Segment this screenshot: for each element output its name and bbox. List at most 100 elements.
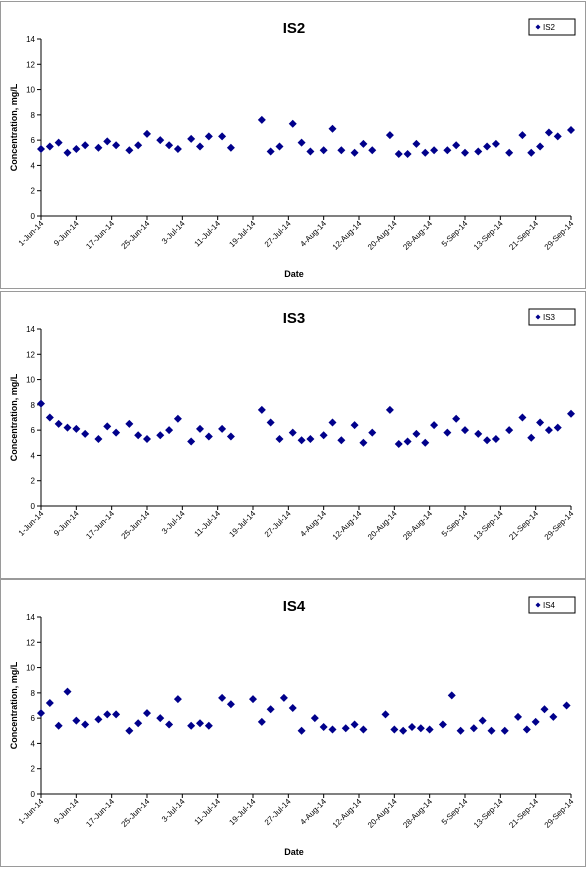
data-point bbox=[514, 712, 522, 721]
x-tick-label: 29-Sep-14 bbox=[543, 797, 576, 830]
data-point bbox=[310, 714, 319, 723]
data-point bbox=[421, 438, 430, 447]
legend-label: IS2 bbox=[543, 23, 556, 32]
x-tick-label: 5-Sep-14 bbox=[440, 509, 470, 539]
x-tick-label: 12-Aug-14 bbox=[331, 509, 364, 542]
data-point bbox=[359, 725, 368, 734]
data-point bbox=[416, 724, 425, 733]
data-point bbox=[226, 700, 235, 709]
y-tick-label: 12 bbox=[26, 60, 35, 69]
y-tick-label: 10 bbox=[26, 86, 35, 95]
data-point bbox=[567, 409, 575, 418]
data-point bbox=[390, 725, 399, 734]
data-point bbox=[319, 431, 328, 440]
y-tick-label: 12 bbox=[26, 638, 35, 647]
x-axis-label: Date bbox=[284, 269, 304, 279]
data-point bbox=[266, 418, 275, 427]
data-point bbox=[94, 715, 103, 724]
data-point bbox=[81, 141, 90, 150]
y-tick-label: 12 bbox=[26, 350, 35, 359]
data-point bbox=[37, 399, 45, 408]
data-point bbox=[531, 717, 540, 726]
data-point bbox=[249, 695, 257, 704]
data-point bbox=[536, 418, 545, 427]
data-point bbox=[103, 710, 112, 719]
data-point bbox=[319, 146, 328, 155]
legend-box bbox=[528, 18, 576, 36]
data-point bbox=[103, 137, 112, 146]
data-point bbox=[518, 131, 527, 140]
x-tick-label: 3-Jul-14 bbox=[160, 509, 187, 536]
y-tick-label: 4 bbox=[31, 739, 36, 748]
x-tick-label: 12-Aug-14 bbox=[331, 219, 364, 252]
data-point bbox=[452, 141, 461, 150]
data-point bbox=[112, 428, 121, 437]
data-point bbox=[226, 143, 235, 152]
legend-label: IS3 bbox=[543, 313, 556, 322]
legend-box bbox=[528, 596, 576, 614]
data-point bbox=[173, 695, 182, 704]
data-point bbox=[204, 432, 213, 441]
data-point bbox=[527, 433, 536, 442]
x-tick-label: 28-Aug-14 bbox=[401, 509, 434, 542]
legend-box bbox=[528, 308, 576, 326]
y-axis-label: Concentration, mg/L bbox=[9, 83, 19, 171]
data-point bbox=[412, 429, 421, 438]
data-point bbox=[218, 693, 227, 702]
data-point bbox=[196, 142, 204, 151]
x-tick-label: 20-Aug-14 bbox=[366, 219, 399, 252]
data-point bbox=[187, 437, 196, 446]
x-tick-label: 4-Aug-14 bbox=[298, 509, 328, 539]
data-point bbox=[337, 436, 346, 445]
data-point bbox=[63, 148, 72, 157]
data-point bbox=[275, 434, 284, 443]
y-tick-label: 14 bbox=[26, 613, 35, 622]
data-point bbox=[483, 436, 492, 445]
x-tick-label: 9-Jun-14 bbox=[52, 509, 81, 538]
data-point bbox=[81, 720, 90, 729]
data-point bbox=[297, 138, 306, 147]
data-point bbox=[412, 139, 421, 148]
data-point bbox=[275, 142, 284, 151]
x-tick-label: 25-Jun-14 bbox=[120, 509, 152, 541]
data-point bbox=[306, 434, 315, 443]
y-tick-label: 6 bbox=[31, 714, 36, 723]
y-tick-label: 2 bbox=[31, 765, 36, 774]
data-point bbox=[350, 421, 359, 430]
x-tick-label: 11-Jul-14 bbox=[193, 797, 223, 827]
data-point bbox=[288, 704, 297, 713]
data-point bbox=[266, 705, 275, 714]
data-point bbox=[156, 136, 165, 145]
data-point bbox=[536, 142, 545, 151]
x-axis-label: Date bbox=[284, 847, 304, 857]
data-point bbox=[297, 436, 306, 445]
y-tick-label: 6 bbox=[31, 136, 36, 145]
y-tick-label: 14 bbox=[26, 325, 35, 334]
data-point bbox=[45, 142, 54, 151]
x-tick-label: 28-Aug-14 bbox=[401, 797, 434, 830]
data-point bbox=[328, 124, 337, 133]
data-point bbox=[438, 720, 447, 729]
x-tick-label: 1-Jun-14 bbox=[17, 219, 46, 248]
data-point bbox=[505, 426, 514, 435]
y-tick-label: 0 bbox=[31, 212, 36, 221]
data-point bbox=[134, 141, 143, 150]
x-tick-label: 25-Jun-14 bbox=[120, 219, 152, 251]
data-point bbox=[143, 129, 151, 138]
data-point bbox=[54, 419, 63, 428]
data-point bbox=[156, 431, 165, 440]
data-point bbox=[341, 724, 350, 733]
data-point bbox=[218, 132, 227, 141]
y-axis-label: Concentration, mg/L bbox=[9, 373, 19, 461]
data-point bbox=[368, 428, 377, 437]
x-tick-label: 21-Sep-14 bbox=[507, 219, 540, 252]
data-point bbox=[408, 722, 416, 731]
x-tick-label: 17-Jun-14 bbox=[84, 797, 116, 829]
data-point bbox=[134, 431, 143, 440]
data-point bbox=[72, 144, 81, 153]
y-axis-label: Concentration, mg/L bbox=[9, 661, 19, 749]
x-tick-label: 11-Jul-14 bbox=[193, 509, 223, 539]
x-tick-label: 9-Jun-14 bbox=[52, 219, 81, 248]
x-tick-label: 4-Aug-14 bbox=[298, 219, 328, 249]
y-tick-label: 10 bbox=[26, 376, 35, 385]
